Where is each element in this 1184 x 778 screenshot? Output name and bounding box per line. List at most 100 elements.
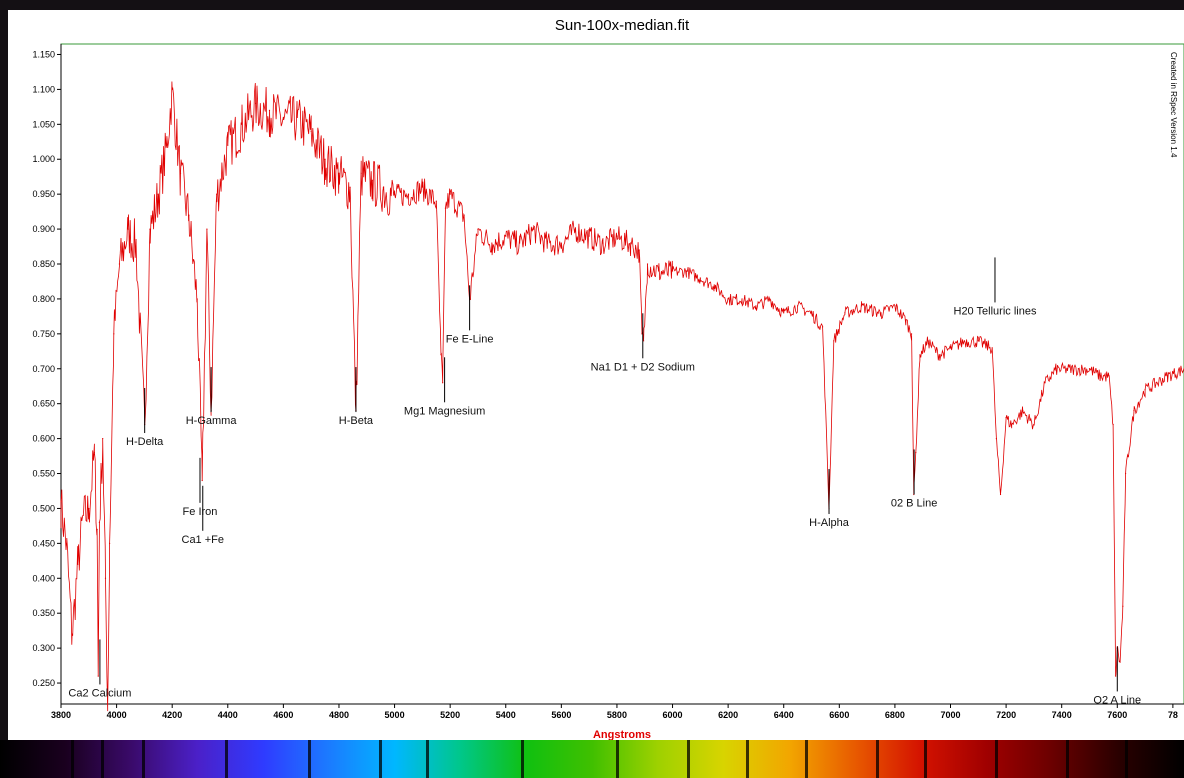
spectrum-data-point	[1166, 375, 1168, 377]
absorption-line	[924, 740, 927, 778]
spectrum-data-point	[149, 228, 151, 230]
spectrum-data-point	[254, 102, 257, 104]
x-tick-label: 6800	[885, 710, 905, 720]
absorption-line	[142, 740, 145, 778]
spectrum-data-point	[440, 354, 442, 356]
x-tick-label: 6000	[663, 710, 683, 720]
spectrum-data-point	[1112, 424, 1114, 426]
spectrum-data-point	[1044, 382, 1046, 384]
x-tick-label: 4600	[273, 710, 293, 720]
x-tick-label: 6200	[718, 710, 738, 720]
y-tick-label: 0.600	[32, 434, 55, 444]
spectrum-data-point	[296, 116, 298, 118]
spectrum-data-point	[1005, 417, 1007, 419]
spectrum-data-point	[310, 130, 312, 132]
spectrum-data-point	[880, 312, 882, 314]
spectrum-data-point	[1155, 382, 1157, 384]
y-tick-label: 0.400	[32, 573, 55, 583]
absorption-line	[308, 740, 311, 778]
spectrum-data-point	[638, 249, 640, 251]
x-tick-label: 3800	[51, 710, 71, 720]
plot-border	[60, 43, 1184, 705]
annotation-label: Fe E-Line	[446, 333, 494, 345]
spectrum-data-point	[349, 186, 351, 188]
spectrum-data-point	[783, 312, 785, 314]
spectrum-data-point	[82, 514, 84, 517]
absorption-line	[71, 740, 74, 778]
y-tick-label: 0.300	[32, 643, 55, 653]
spectrum-data-point	[949, 347, 952, 349]
spectrum-data-point	[532, 228, 535, 230]
y-tick-label: 0.700	[32, 364, 55, 374]
annotation-label: Fe Iron	[183, 506, 218, 518]
spectrum-data-point	[894, 305, 896, 307]
spectrum-data-point	[1033, 424, 1035, 426]
spectrum-data-point	[166, 144, 168, 146]
spectrum-data-point	[685, 270, 688, 272]
spectrum-data-point	[96, 528, 98, 530]
absorption-line	[616, 740, 619, 778]
spectrum-data-point	[671, 270, 674, 272]
spectrum-data-point	[216, 193, 218, 195]
spectrum-data-point	[755, 305, 757, 307]
spectrum-data-point	[171, 88, 173, 90]
spectrum-data-point	[1055, 368, 1057, 370]
x-tick-label: 4200	[162, 710, 182, 720]
annotation-label: 02 B Line	[891, 497, 937, 509]
spectrum-data-point	[699, 277, 701, 279]
spectrum-data-point	[860, 305, 863, 307]
spectrum-data-point	[1022, 410, 1024, 412]
spectrum-data-point	[1122, 605, 1124, 607]
spectrum-data-point	[833, 340, 835, 342]
spectrum-data-point	[382, 186, 385, 188]
spectrum-data-point	[519, 242, 521, 244]
spectrum-data-point	[797, 305, 799, 307]
spectrum-data-point	[844, 312, 846, 314]
spectrum-data-point	[491, 242, 493, 244]
spectrum-data-point	[1011, 424, 1013, 426]
spectrum-data-point	[421, 186, 423, 188]
x-tick-label: 5800	[607, 710, 627, 720]
spectrum-data-point	[822, 326, 824, 328]
spectrum-data-point	[919, 354, 921, 356]
spectrum-data-point	[1066, 368, 1068, 370]
absorption-line	[1066, 740, 1069, 778]
spectrum-data-point	[157, 193, 159, 195]
x-tick-label: 7600	[1107, 710, 1127, 720]
spectrum-data-point	[93, 451, 95, 454]
spectrum-data-point	[927, 340, 929, 342]
spectrum-data-point	[505, 235, 507, 237]
annotation-label: O2 A Line	[1093, 694, 1141, 706]
spectrum-data-point	[371, 179, 373, 181]
spectrum-data-point	[630, 242, 632, 244]
x-tick-label: 5400	[496, 710, 516, 720]
spectrum-data-point	[282, 116, 284, 118]
absorption-line	[426, 740, 429, 778]
spectrum-series-line	[60, 81, 1184, 712]
chart-title: Sun-100x-median.fit	[555, 17, 690, 34]
spectrum-data-point	[810, 312, 813, 314]
absorption-line	[687, 740, 690, 778]
annotation-label: H-Gamma	[186, 415, 238, 427]
annotations-layer: Ca2 Calcium H-Delta Fe Iron Ca1 +Fe H-Gamma H…	[68, 257, 1141, 706]
x-tick-label: 6400	[774, 710, 794, 720]
annotation-label: H-Alpha	[809, 517, 850, 529]
spectrum-data-point	[77, 563, 79, 565]
spectrum-data-point	[118, 263, 120, 265]
spectrum-data-point	[97, 675, 99, 677]
x-tick-label: 7000	[940, 710, 960, 720]
y-tick-label: 0.500	[32, 503, 55, 513]
y-tick-label: 0.350	[32, 608, 55, 618]
absorption-line	[746, 740, 749, 778]
spectrum-data-point	[769, 298, 771, 300]
spectrum-data-point	[977, 340, 979, 342]
spectrum-data-point	[435, 200, 437, 202]
spectrum-data-point	[463, 214, 465, 216]
spectrum-data-point	[995, 438, 997, 440]
spectrum-data-point	[107, 703, 109, 705]
y-tick-label: 0.800	[32, 294, 55, 304]
spectrum-data-point	[127, 228, 129, 230]
absorption-line	[1125, 740, 1128, 778]
spectrum-data-point	[574, 228, 576, 230]
spectrum-data-point	[179, 172, 182, 174]
